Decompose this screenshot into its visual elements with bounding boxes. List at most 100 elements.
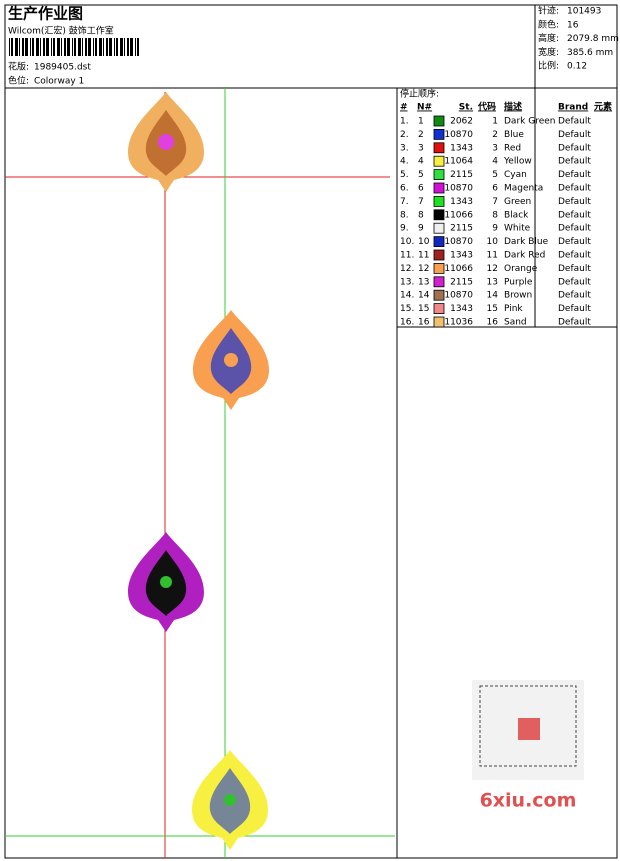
column-header: 元素 bbox=[594, 101, 612, 113]
row-code: 7 bbox=[492, 197, 498, 207]
color-swatch bbox=[433, 289, 445, 301]
row-number: 10 bbox=[418, 237, 430, 247]
row-description: Cyan bbox=[504, 170, 527, 180]
color-swatch bbox=[433, 169, 445, 181]
info-value: 101493 bbox=[567, 7, 601, 17]
row-description: Dark Red bbox=[504, 251, 545, 261]
barcode-bar bbox=[135, 38, 136, 56]
color-swatch bbox=[433, 316, 445, 328]
row-stitches: 1343 bbox=[450, 251, 473, 261]
row-code: 5 bbox=[492, 170, 498, 180]
barcode-bar bbox=[61, 38, 62, 56]
row-code: 3 bbox=[492, 143, 498, 153]
design-file: 1989405.dst bbox=[34, 63, 91, 73]
row-code: 12 bbox=[487, 264, 498, 274]
row-index: 4. bbox=[400, 157, 409, 167]
row-stitches: 2115 bbox=[450, 224, 473, 234]
row-index: 7. bbox=[400, 197, 409, 207]
color-swatch bbox=[433, 128, 445, 140]
row-number: 8 bbox=[418, 210, 424, 220]
barcode-bar bbox=[72, 38, 73, 56]
row-stitches: 11036 bbox=[444, 318, 473, 328]
barcode-bar bbox=[15, 38, 18, 56]
row-description: Black bbox=[504, 210, 529, 220]
motif bbox=[192, 750, 268, 850]
row-code: 4 bbox=[492, 157, 498, 167]
row-brand: Default bbox=[558, 130, 591, 140]
column-header: # bbox=[400, 103, 408, 113]
info-label: 针迹: bbox=[538, 5, 559, 17]
barcode-bar bbox=[64, 38, 66, 56]
row-brand: Default bbox=[558, 264, 591, 274]
row-code: 11 bbox=[487, 251, 498, 261]
row-stitches: 10870 bbox=[444, 184, 473, 194]
info-panel: 针迹: 101493 颜色: 16 高度: 2079.8 mm 宽度: 385.6 mm 比例:… bbox=[538, 5, 619, 72]
row-index: 16. bbox=[400, 318, 414, 328]
column-header: 描述 bbox=[504, 101, 522, 113]
info-value: 0.12 bbox=[567, 62, 587, 72]
row-stitches: 10870 bbox=[444, 130, 473, 140]
row-code: 1 bbox=[492, 117, 498, 127]
barcode-bar bbox=[127, 38, 129, 56]
barcode-bar bbox=[43, 38, 45, 56]
barcode-bar bbox=[9, 38, 10, 56]
row-index: 13. bbox=[400, 277, 414, 287]
barcode-bar bbox=[109, 38, 112, 56]
row-brand: Default bbox=[558, 251, 591, 261]
row-brand: Default bbox=[558, 157, 591, 167]
row-description: White bbox=[504, 224, 531, 234]
title: 生产作业图 bbox=[8, 5, 83, 23]
row-number: 16 bbox=[418, 318, 430, 328]
row-index: 15. bbox=[400, 304, 414, 314]
row-brand: Default bbox=[558, 184, 591, 194]
color-swatch bbox=[433, 155, 445, 167]
barcode-bar bbox=[88, 38, 91, 56]
table-title: 停止顺序: bbox=[400, 88, 439, 100]
barcode-bar bbox=[85, 38, 87, 56]
watermark: 6xiu.com bbox=[480, 790, 577, 812]
row-stitches: 1343 bbox=[450, 197, 473, 207]
barcode-bar bbox=[19, 38, 20, 56]
barcode-bar bbox=[67, 38, 70, 56]
row-brand: Default bbox=[558, 117, 591, 127]
barcode-bar bbox=[99, 38, 102, 56]
row-description: Dark Green bbox=[504, 117, 555, 127]
row-description: Purple bbox=[504, 277, 533, 287]
row-index: 5. bbox=[400, 170, 409, 180]
colorway: Colorway 1 bbox=[34, 77, 84, 87]
row-index: 8. bbox=[400, 210, 409, 220]
info-value: 2079.8 mm bbox=[567, 34, 619, 44]
row-index: 11. bbox=[400, 251, 414, 261]
row-number: 2 bbox=[418, 130, 424, 140]
row-brand: Default bbox=[558, 170, 591, 180]
barcode-bar bbox=[137, 38, 139, 56]
row-brand: Default bbox=[558, 197, 591, 207]
row-number: 12 bbox=[418, 264, 429, 274]
barcode bbox=[9, 38, 139, 56]
row-brand: Default bbox=[558, 143, 591, 153]
design-label: 花版: bbox=[8, 61, 29, 73]
barcode-bar bbox=[36, 38, 39, 56]
barcode-bar bbox=[106, 38, 108, 56]
row-code: 6 bbox=[492, 184, 498, 194]
barcode-bar bbox=[114, 38, 115, 56]
row-description: Brown bbox=[504, 291, 532, 301]
info-label: 比例: bbox=[538, 60, 559, 72]
barcode-bar bbox=[120, 38, 123, 56]
color-swatch bbox=[433, 236, 445, 248]
row-stitches: 11066 bbox=[444, 264, 473, 274]
row-number: 1 bbox=[418, 117, 424, 127]
row-brand: Default bbox=[558, 224, 591, 234]
column-header: 代码 bbox=[477, 101, 496, 113]
row-description: Sand bbox=[504, 318, 527, 328]
row-code: 13 bbox=[487, 277, 498, 287]
row-description: Red bbox=[504, 143, 521, 153]
color-swatch bbox=[433, 142, 445, 154]
barcode-bar bbox=[40, 38, 41, 56]
row-stitches: 2062 bbox=[450, 117, 473, 127]
stop-sequence-table: # N# St. 代码 描述 Brand 元素1. 1 2062 1 Dark Green Defau… bbox=[400, 101, 612, 328]
color-swatch bbox=[433, 276, 445, 288]
row-code: 8 bbox=[492, 210, 498, 220]
motif bbox=[193, 310, 269, 410]
